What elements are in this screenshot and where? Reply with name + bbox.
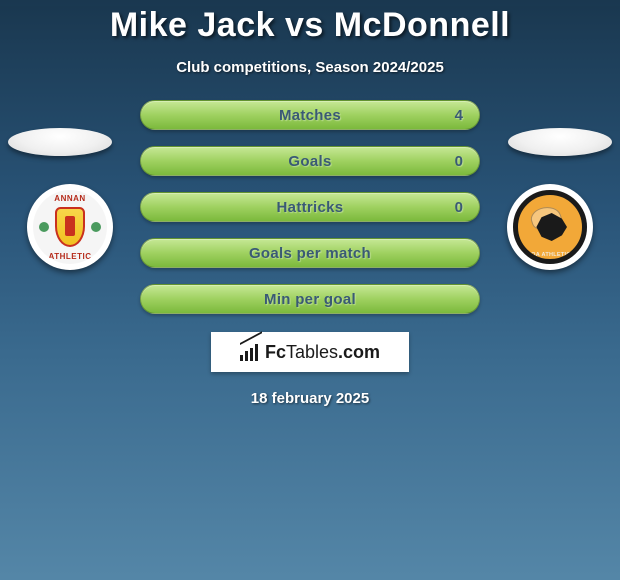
stat-row: Min per goal <box>140 284 480 314</box>
source-brand-text: FcTables.com <box>265 342 380 363</box>
stat-label-matches: Matches <box>279 107 341 124</box>
stat-row: Goals per match <box>140 238 480 268</box>
alloa-athletic-badge-icon: ALLOA ATHLETIC FC <box>513 190 587 264</box>
stat-value-matches: 4 <box>455 107 463 124</box>
player-right-avatar-placeholder <box>508 128 612 156</box>
badge-right-text: ALLOA ATHLETIC FC <box>518 252 582 258</box>
badge-left-text-top: ANNAN <box>33 194 107 203</box>
brand-suffix: .com <box>338 342 380 362</box>
source-logo-box: FcTables.com <box>211 332 409 372</box>
stat-row: Hattricks 0 <box>140 192 480 222</box>
stat-value-hattricks: 0 <box>455 199 463 216</box>
stat-row: Matches 4 <box>140 100 480 130</box>
stat-value-goals: 0 <box>455 153 463 170</box>
annan-athletic-badge-icon: ANNAN ATHLETIC <box>33 190 107 264</box>
stat-label-goals: Goals <box>288 153 331 170</box>
stat-label-goals-per-match: Goals per match <box>249 245 371 262</box>
badge-left-text-bottom: ATHLETIC <box>33 252 107 261</box>
player-left-avatar-placeholder <box>8 128 112 156</box>
player-left-club-badge: ANNAN ATHLETIC <box>27 184 113 270</box>
stat-label-hattricks: Hattricks <box>277 199 344 216</box>
comparison-subtitle: Club competitions, Season 2024/2025 <box>0 59 620 76</box>
stat-bars-container: Matches 4 Goals 0 Hattricks 0 Goals per … <box>140 100 480 314</box>
annan-shield-icon <box>55 207 85 247</box>
player-right-club-badge: ALLOA ATHLETIC FC <box>507 184 593 270</box>
stat-row: Goals 0 <box>140 146 480 176</box>
brand-light: Tables <box>286 342 338 362</box>
bar-chart-icon <box>240 343 262 361</box>
comparison-date: 18 february 2025 <box>0 390 620 407</box>
brand-strong: Fc <box>265 342 286 362</box>
stat-label-min-per-goal: Min per goal <box>264 291 356 308</box>
comparison-title: Mike Jack vs McDonnell <box>0 6 620 45</box>
